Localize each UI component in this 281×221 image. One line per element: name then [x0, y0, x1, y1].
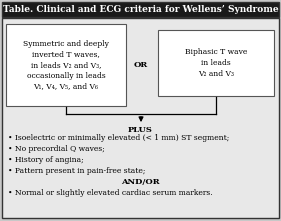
- Text: • Isoelectric or minimally elevated (< 1 mm) ST segment;: • Isoelectric or minimally elevated (< 1…: [8, 134, 229, 142]
- Text: PLUS: PLUS: [128, 126, 153, 134]
- Text: Symmetric and deeply
inverted T waves,
in leads V₂ and V₃,
occasionally in leads: Symmetric and deeply inverted T waves, i…: [23, 40, 109, 90]
- Bar: [2, 2, 279, 17]
- Text: Table. Clinical and ECG criteria for Wellens’ Syndrome: Table. Clinical and ECG criteria for Wel…: [3, 5, 278, 14]
- Text: • Pattern present in pain-free state;: • Pattern present in pain-free state;: [8, 167, 146, 175]
- Text: • History of angina;: • History of angina;: [8, 156, 84, 164]
- Text: AND/OR: AND/OR: [121, 178, 160, 186]
- Text: • Normal or slightly elevated cardiac serum markers.: • Normal or slightly elevated cardiac se…: [8, 189, 213, 197]
- Text: OR: OR: [133, 61, 148, 69]
- Bar: [158, 30, 274, 96]
- Text: Biphasic T wave
in leads
V₂ and V₃: Biphasic T wave in leads V₂ and V₃: [185, 48, 247, 78]
- Bar: [6, 24, 126, 106]
- Text: • No precordial Q waves;: • No precordial Q waves;: [8, 145, 105, 153]
